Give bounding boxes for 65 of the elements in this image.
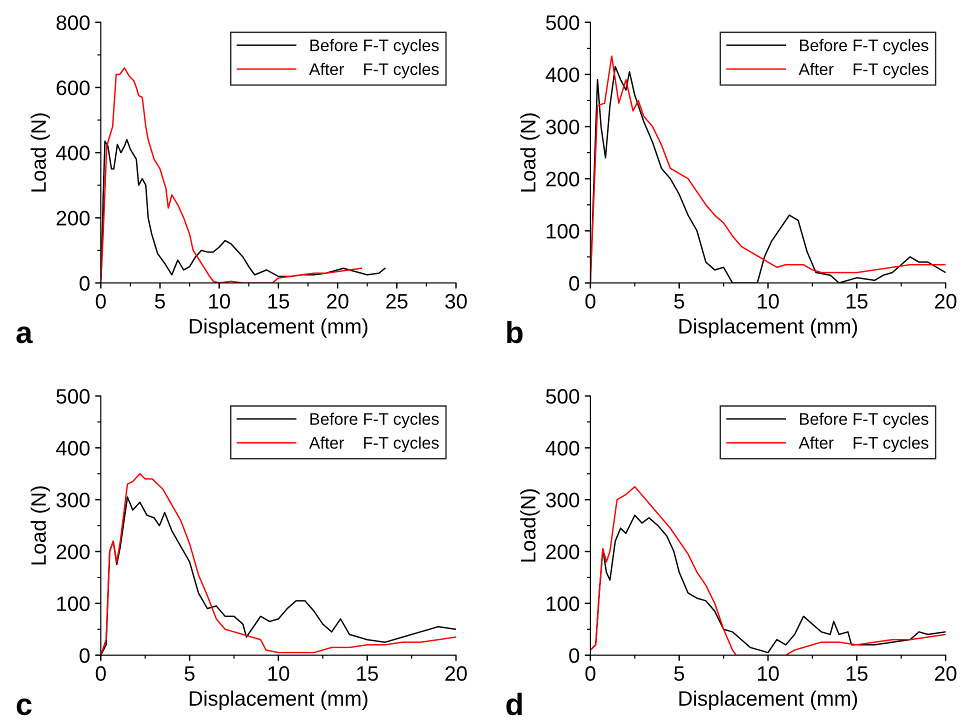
y-tick-label: 0 xyxy=(569,276,580,291)
x-axis-title: Displacement (mm) xyxy=(679,318,858,338)
x-tick-label: 20 xyxy=(935,294,956,309)
x-tick-label: 15 xyxy=(846,666,868,681)
y-tick-label: 400 xyxy=(546,440,580,456)
legend-label: Before F-T cycles xyxy=(800,412,928,428)
y-tick-label: 500 xyxy=(546,15,580,30)
x-tick-label: 5 xyxy=(674,666,684,681)
x-tick-label: 25 xyxy=(386,294,408,309)
x-tick-label: 15 xyxy=(268,294,290,309)
x-tick-label: 5 xyxy=(184,666,195,681)
x-tick-label: 0 xyxy=(96,294,106,309)
legend-label: After F-T cycles xyxy=(798,436,928,452)
y-tick-label: 800 xyxy=(56,15,90,30)
y-tick-label: 100 xyxy=(546,224,580,239)
y-tick-label: 100 xyxy=(546,596,580,612)
x-tick-label: 10 xyxy=(758,666,779,681)
x-tick-label: 20 xyxy=(935,666,956,681)
y-axis-title: Load (N) xyxy=(30,113,50,192)
text: b xyxy=(507,320,523,344)
x-axis-title: Displacement (mm) xyxy=(190,318,368,338)
legend-label: Before F-T cycles xyxy=(800,38,928,55)
x-tick-label: 15 xyxy=(357,666,378,681)
y-tick-label: 400 xyxy=(546,67,580,82)
x-tick-label: 5 xyxy=(155,294,165,309)
text: a xyxy=(16,326,33,344)
y-tick-label: 300 xyxy=(546,492,580,508)
x-tick-label: 20 xyxy=(445,666,467,681)
legend-label: After F-T cycles xyxy=(798,62,928,78)
x-tick-label: 10 xyxy=(268,666,290,681)
y-tick-label: 0 xyxy=(569,648,580,663)
y-tick-label: 400 xyxy=(56,440,90,456)
y-tick-label: 500 xyxy=(546,389,580,404)
y-tick-label: 500 xyxy=(56,389,90,404)
y-tick-label: 400 xyxy=(56,146,90,160)
x-tick-label: 10 xyxy=(758,294,779,309)
y-tick-label: 200 xyxy=(56,210,90,226)
legend-label: After F-T cycles xyxy=(309,436,439,452)
y-tick-label: 600 xyxy=(56,80,90,96)
legend-label: Before F-T cycles xyxy=(310,412,439,428)
y-tick-label: 300 xyxy=(56,492,90,508)
y-axis-title: Load (N) xyxy=(30,486,50,564)
y-axis-title: Load (N) xyxy=(520,113,540,192)
y-axis-title: Load(N) xyxy=(520,489,540,562)
y-tick-label: 0 xyxy=(80,648,90,663)
x-tick-label: 0 xyxy=(585,294,596,309)
y-tick-label: 100 xyxy=(57,596,90,612)
x-tick-label: 0 xyxy=(585,666,596,681)
y-tick-label: 0 xyxy=(80,276,90,291)
x-tick-label: 5 xyxy=(674,294,684,309)
x-tick-label: 10 xyxy=(209,294,230,309)
y-tick-label: 200 xyxy=(546,544,580,560)
x-axis-title: Displacement (mm) xyxy=(679,690,858,710)
y-tick-label: 200 xyxy=(546,172,580,186)
x-axis-title: Displacement (mm) xyxy=(190,690,368,710)
y-tick-label: 300 xyxy=(546,120,580,134)
y-tick-label: 200 xyxy=(56,544,90,560)
text: d xyxy=(506,692,522,716)
x-tick-label: 15 xyxy=(846,294,868,309)
legend-label: After F-T cycles xyxy=(309,62,439,78)
x-tick-label: 0 xyxy=(96,666,106,681)
text: c xyxy=(16,698,32,716)
legend-label: Before F-T cycles xyxy=(310,38,439,55)
x-tick-label: 30 xyxy=(445,294,467,309)
x-tick-label: 20 xyxy=(327,294,348,309)
